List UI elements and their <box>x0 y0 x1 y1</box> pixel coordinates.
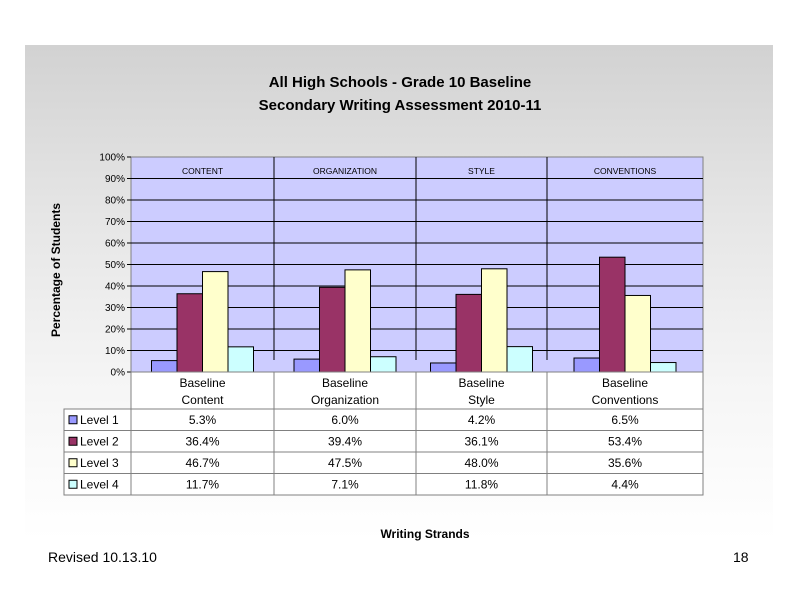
y-tick-label: 0% <box>111 368 126 379</box>
bar <box>151 360 178 373</box>
legend-label: Level 4 <box>80 477 119 491</box>
data-label: 46.7% <box>185 456 219 470</box>
data-label: 39.4% <box>328 434 362 448</box>
bar <box>370 356 397 373</box>
data-label: 6.5% <box>611 413 639 427</box>
bar <box>430 362 457 373</box>
legend-swatch <box>68 458 78 468</box>
data-label: 48.0% <box>464 456 498 470</box>
chart-title: All High Schools - Grade 10 Baseline <box>268 74 532 91</box>
data-label: 4.2% <box>468 413 496 427</box>
bar <box>506 346 533 373</box>
chart-subtitle: Secondary Writing Assessment 2010-11 <box>258 97 542 114</box>
bar <box>293 358 320 373</box>
y-tick-label: 80% <box>105 196 125 207</box>
x-axis-label: Writing Strands <box>380 527 470 541</box>
section-label: CONVENTIONS <box>594 166 657 176</box>
data-label: 5.3% <box>189 413 217 427</box>
category-label: Content <box>181 393 224 407</box>
legend-swatch <box>68 436 78 446</box>
section-label: ORGANIZATION <box>313 166 377 176</box>
category-label: Baseline <box>179 376 225 390</box>
category-label: Baseline <box>458 376 504 390</box>
bar <box>624 294 651 373</box>
y-tick-label: 90% <box>105 174 125 185</box>
data-label: 36.1% <box>464 434 498 448</box>
bar <box>344 269 371 373</box>
bar <box>227 346 254 373</box>
data-label: 4.4% <box>611 477 639 491</box>
section-label: CONTENT <box>182 166 223 176</box>
bar <box>599 256 626 373</box>
legend-label: Level 3 <box>80 456 119 470</box>
data-label: 11.8% <box>465 477 498 491</box>
data-label: 11.7% <box>186 477 219 491</box>
data-label: 7.1% <box>331 477 359 491</box>
y-tick-label: 30% <box>105 303 125 314</box>
y-tick-label: 10% <box>105 346 125 357</box>
y-tick-label: 50% <box>105 260 125 271</box>
data-label: 47.5% <box>328 456 362 470</box>
category-label: Style <box>468 393 495 407</box>
data-label: 6.0% <box>331 413 359 427</box>
legend-label: Level 2 <box>80 434 119 448</box>
data-label: 35.6% <box>608 456 642 470</box>
y-tick-label: 20% <box>105 325 125 336</box>
revised-date: Revised 10.13.10 <box>48 549 157 565</box>
legend-label: Level 1 <box>80 413 119 427</box>
y-tick-label: 40% <box>105 282 125 293</box>
legend-swatch <box>68 415 78 425</box>
y-tick-label: 70% <box>105 217 125 228</box>
bar <box>650 362 677 373</box>
y-tick-label: 100% <box>99 153 125 164</box>
category-label: Baseline <box>322 376 368 390</box>
page-number: 18 <box>733 549 749 565</box>
bar <box>202 271 229 373</box>
data-label: 53.4% <box>608 434 642 448</box>
bar <box>455 293 482 373</box>
data-label: 36.4% <box>185 434 219 448</box>
y-tick-label: 60% <box>105 239 125 250</box>
legend-swatch <box>68 479 78 489</box>
bar <box>573 357 600 373</box>
bar <box>481 268 508 373</box>
category-label: Baseline <box>602 376 648 390</box>
category-label: Conventions <box>592 393 659 407</box>
bar <box>319 286 346 373</box>
bar <box>176 293 203 373</box>
section-label: STYLE <box>468 166 495 176</box>
category-label: Organization <box>311 393 379 407</box>
